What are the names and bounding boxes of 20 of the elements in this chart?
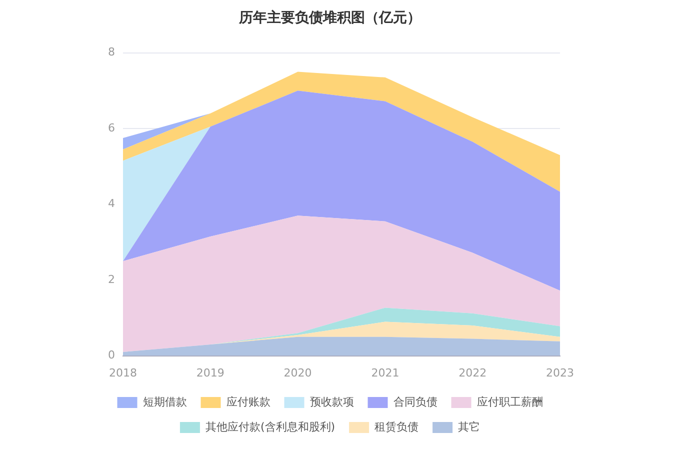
x-tick-label: 2023 bbox=[546, 366, 574, 380]
legend-label: 租赁负债 bbox=[374, 420, 419, 434]
legend-label: 其它 bbox=[458, 420, 480, 434]
y-tick-label: 0 bbox=[108, 348, 115, 362]
legend-label: 短期借款 bbox=[142, 395, 187, 408]
y-tick-label: 6 bbox=[108, 121, 115, 134]
y-tick-label: 4 bbox=[108, 197, 115, 210]
legend-label: 应付账款 bbox=[226, 395, 270, 408]
legend-label: 应付职工薪酬 bbox=[476, 395, 543, 408]
x-tick-label: 2022 bbox=[458, 366, 487, 380]
legend-label: 合同负债 bbox=[393, 395, 438, 408]
x-tick-label: 2021 bbox=[371, 366, 400, 380]
y-tick-label: 8 bbox=[108, 46, 115, 59]
legend-label: 其他应付款(含利息和股利) bbox=[205, 420, 336, 434]
legend-label: 预收款项 bbox=[310, 395, 354, 408]
y-tick-label: 2 bbox=[108, 272, 115, 286]
chart-title: 历年主要负债堆积图（亿元） bbox=[238, 9, 421, 26]
x-tick-label: 2019 bbox=[196, 366, 224, 380]
x-tick-label: 2018 bbox=[109, 366, 137, 380]
x-tick-label: 2020 bbox=[284, 366, 312, 380]
